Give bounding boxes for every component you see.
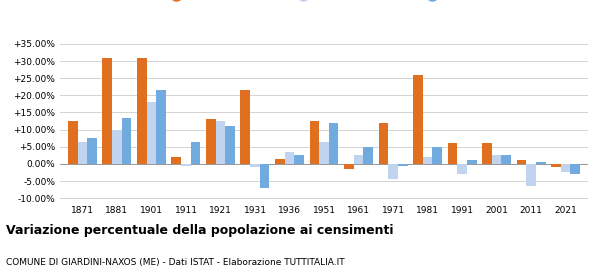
Bar: [517, 160, 526, 164]
Bar: [422, 157, 433, 164]
Bar: [433, 147, 442, 164]
Text: Variazione percentuale della popolazione ai censimenti: Variazione percentuale della popolazione…: [6, 224, 394, 237]
Bar: [353, 155, 364, 164]
Bar: [146, 102, 156, 164]
Bar: [388, 164, 398, 179]
Bar: [191, 142, 200, 164]
Bar: [226, 126, 235, 164]
Bar: [536, 162, 545, 164]
Bar: [137, 58, 146, 164]
Bar: [379, 123, 388, 164]
Bar: [112, 130, 122, 164]
Bar: [467, 160, 476, 164]
Bar: [87, 138, 97, 164]
Bar: [215, 121, 226, 164]
Bar: [571, 164, 580, 174]
Bar: [457, 164, 467, 174]
Bar: [241, 90, 250, 164]
Bar: [364, 147, 373, 164]
Bar: [310, 121, 319, 164]
Bar: [319, 142, 329, 164]
Bar: [551, 164, 561, 167]
Bar: [206, 119, 215, 164]
Bar: [260, 164, 269, 188]
Bar: [156, 90, 166, 164]
Bar: [103, 58, 112, 164]
Bar: [250, 164, 260, 167]
Legend: Giardini-Naxos, Provincia di ME, Sicilia: Giardini-Naxos, Provincia di ME, Sicilia: [161, 0, 487, 6]
Bar: [482, 143, 492, 164]
Bar: [492, 155, 502, 164]
Bar: [284, 152, 295, 164]
Bar: [448, 143, 457, 164]
Bar: [329, 123, 338, 164]
Bar: [275, 159, 284, 164]
Bar: [561, 164, 571, 172]
Bar: [413, 75, 422, 164]
Bar: [398, 164, 407, 165]
Bar: [77, 142, 87, 164]
Bar: [122, 118, 131, 164]
Bar: [295, 155, 304, 164]
Text: COMUNE DI GIARDINI-NAXOS (ME) - Dati ISTAT - Elaborazione TUTTITALIA.IT: COMUNE DI GIARDINI-NAXOS (ME) - Dati IST…: [6, 258, 344, 267]
Bar: [502, 155, 511, 164]
Bar: [181, 164, 191, 165]
Bar: [344, 164, 353, 169]
Bar: [526, 164, 536, 186]
Bar: [172, 157, 181, 164]
Bar: [68, 121, 77, 164]
